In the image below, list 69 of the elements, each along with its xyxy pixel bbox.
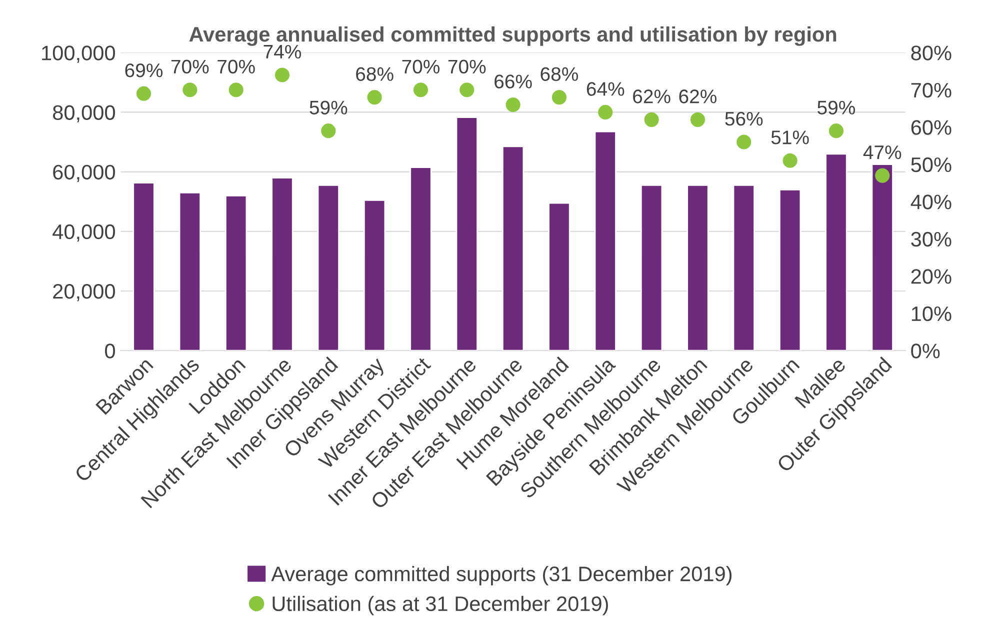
point [413,82,428,98]
bar [363,199,386,351]
data-label: 68% [356,67,394,81]
y2-tick-label: 30% [911,232,952,247]
data-label: 70% [448,60,486,74]
y2-tick-label: 10% [912,306,952,322]
data-label: 70% [218,60,255,74]
bar [502,146,524,351]
point [690,112,706,127]
legend-label: Average committed supports (31 December 2019) [271,566,732,586]
point [367,90,382,105]
point [321,124,336,138]
data-label: 56% [725,112,763,126]
point [182,82,198,98]
point [875,168,890,183]
bar [825,153,848,351]
bar [594,130,616,351]
bar [871,164,894,351]
bar [224,194,248,351]
point [228,82,244,98]
data-label: 62% [633,90,670,104]
point [136,86,152,101]
point [598,104,613,120]
bar [317,184,340,351]
y2-tick-label: 0% [911,344,940,358]
data-label: 70% [171,60,209,74]
data-label: 69% [125,63,163,78]
data-label: 62% [679,90,716,104]
data-label: 70% [402,60,440,74]
data-label: 59% [310,100,348,114]
y2-tick-label: 50% [911,157,952,172]
y-tick-label: 20,000 [53,284,115,302]
bar [778,189,802,351]
y2-tick-label: 60% [911,120,952,135]
point [274,68,290,82]
point [828,124,844,138]
data-label: 74% [264,44,302,59]
y-tick-label: 40,000 [52,224,115,242]
y-tick-label: 80,000 [52,105,115,122]
y2-tick-label: 80% [911,46,952,60]
bar [132,182,155,351]
bar [686,184,709,351]
y2-tick-label: 70% [911,82,952,98]
point [736,134,752,150]
chart-title: Average annualised committed supports and utilisation by region [189,26,836,46]
data-label: 64% [586,82,624,96]
bar [732,184,755,351]
y-tick-label: 60,000 [53,164,115,182]
bar [410,166,432,351]
y-tick-label: 100,000 [42,46,115,63]
data-label: 66% [494,74,532,88]
data-label: 47% [863,146,902,160]
bar [548,202,570,351]
bar [271,177,294,351]
bar [456,116,478,351]
data-label: 51% [771,130,809,144]
point [460,82,474,98]
bar [640,184,663,351]
point [506,97,520,112]
point [644,112,659,127]
point [552,90,567,105]
legend-label: Utilisation (as at 31 December 2019) [272,596,608,616]
y2-tick-label: 20% [911,269,952,284]
data-label: 68% [540,67,578,81]
point [782,153,798,168]
bar [178,192,201,351]
y-tick-label: 0 [105,344,115,358]
y2-tick-label: 40% [910,194,952,210]
data-label: 59% [818,100,855,114]
